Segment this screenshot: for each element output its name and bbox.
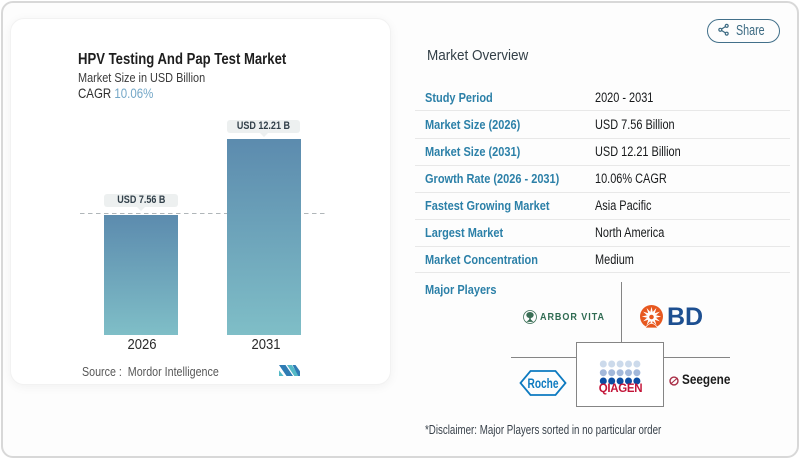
svg-text:Roche: Roche [528, 376, 559, 391]
